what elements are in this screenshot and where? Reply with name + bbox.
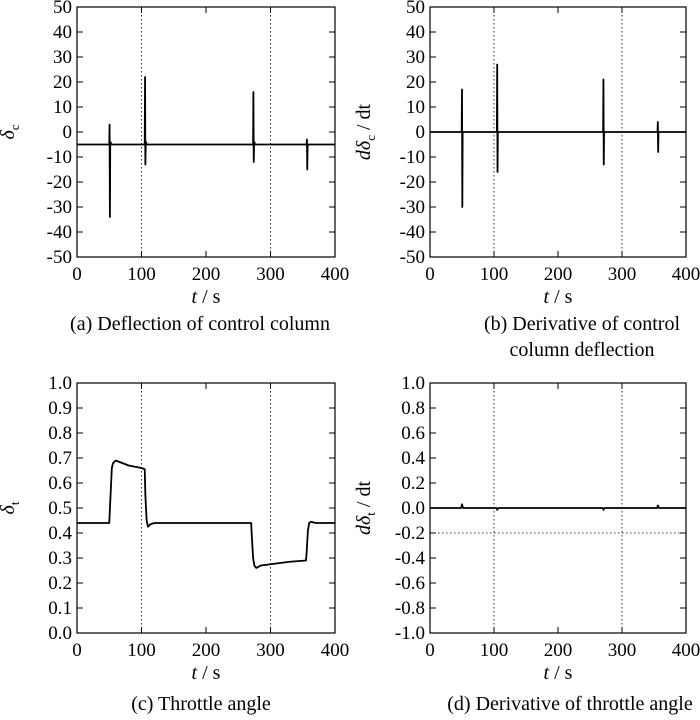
x-tick-label-400: 400 <box>321 264 350 285</box>
y-tick-label-10: -10 <box>47 147 72 168</box>
y-axis-label: dδt / dt <box>353 481 378 535</box>
panel-a-deflection-of-control-column: 0 100 200 300 400 -50 -40 -30 -20 -10 0 10 20 30 40 50 t… <box>0 0 349 335</box>
caption-line-1: column deflection <box>510 339 655 361</box>
y-tick-label-10: 10 <box>53 97 72 118</box>
series-line-0 <box>430 63 686 208</box>
y-tick-label-30: 30 <box>53 47 72 68</box>
y-tick-label-0-6: 0.6 <box>48 473 72 494</box>
x-tick-label-0: 0 <box>72 640 82 661</box>
y-tick-label-0-4: -0.4 <box>395 548 426 569</box>
y-tick-label-20: 20 <box>406 72 425 93</box>
y-tick-label-0-2: 0.2 <box>48 573 72 594</box>
y-tick-label-40: -40 <box>400 222 425 243</box>
x-tick-label-200: 200 <box>192 264 221 285</box>
y-axis-label: dδc / dt <box>353 103 378 160</box>
y-tick-label-30: -30 <box>47 197 72 218</box>
x-tick-label-300: 300 <box>608 640 637 661</box>
y-axis-label: δt <box>0 501 22 514</box>
y-tick-label-40: 40 <box>406 22 425 43</box>
y-tick-label-50: 50 <box>406 0 425 18</box>
y-tick-label-40: -40 <box>47 222 72 243</box>
y-tick-label-0-5: 0.5 <box>48 498 72 519</box>
panel-c-throttle-angle: 0 100 200 300 400 0.0 0.1 0.2 0.3 0.4 0.5 0.6 0.7 0.8… <box>0 373 349 715</box>
y-tick-label-0-2: 0.2 <box>401 473 425 494</box>
y-tick-label-0-2: -0.2 <box>395 523 425 544</box>
series-line-0 <box>77 459 335 569</box>
y-tick-label-1: 1.0 <box>401 373 425 394</box>
y-tick-label-50: -50 <box>400 247 425 268</box>
y-tick-label-30: -30 <box>400 197 425 218</box>
x-axis-label: t / s <box>192 662 221 684</box>
x-tick-label-300: 300 <box>608 264 637 285</box>
y-tick-label-40: 40 <box>53 22 72 43</box>
caption-line-0: (c) Throttle angle <box>131 693 271 715</box>
y-tick-label-1: -1.0 <box>395 623 425 644</box>
x-tick-label-0: 0 <box>425 264 435 285</box>
plot-frame <box>76 6 336 258</box>
x-tick-label-200: 200 <box>192 640 221 661</box>
y-tick-label-0-8: 0.8 <box>48 423 72 444</box>
series-line-0 <box>77 76 335 218</box>
y-tick-label-1: 1.0 <box>48 373 72 394</box>
x-axis-label: t / s <box>544 662 573 684</box>
y-tick-label-0-6: 0.6 <box>401 423 425 444</box>
y-tick-label-30: 30 <box>406 47 425 68</box>
plot-frame <box>76 382 336 634</box>
x-axis-label: t / s <box>544 286 573 308</box>
caption-line-0: (b) Derivative of control <box>484 313 680 335</box>
y-tick-label-20: -20 <box>400 172 425 193</box>
y-axis-label: δc <box>0 124 22 139</box>
panel-b-derivative-of-control-column-deflection: 0 100 200 300 400 -50 -40 -30 -20 -10 0 10 20 30 40 50 t… <box>353 0 700 361</box>
x-axis-label: t / s <box>192 286 221 308</box>
y-tick-label-10: -10 <box>400 147 425 168</box>
y-tick-label-50: -50 <box>47 247 72 268</box>
x-tick-label-300: 300 <box>256 264 285 285</box>
y-tick-label-0-7: 0.7 <box>48 448 72 469</box>
y-tick-label-0-4: 0.4 <box>401 448 425 469</box>
x-tick-label-300: 300 <box>256 640 285 661</box>
y-tick-label-0-4: 0.4 <box>48 523 72 544</box>
x-tick-label-400: 400 <box>672 640 700 661</box>
y-tick-label-0-8: -0.8 <box>395 598 425 619</box>
x-tick-label-100: 100 <box>127 264 156 285</box>
y-tick-label-0-6: -0.6 <box>395 573 425 594</box>
panel-d-derivative-of-throttle-angle: 0 100 200 300 400 -1.0 -0.8 -0.6 -0.4 -0.2 0.0 0.2 0… <box>353 373 700 715</box>
x-tick-label-0: 0 <box>425 640 435 661</box>
caption-line-0: (a) Deflection of control column <box>70 313 330 335</box>
x-tick-label-400: 400 <box>672 264 700 285</box>
x-tick-label-100: 100 <box>127 640 156 661</box>
y-tick-label-10: 10 <box>406 97 425 118</box>
y-tick-label-20: 20 <box>53 72 72 93</box>
y-tick-label-0-8: 0.8 <box>401 398 425 419</box>
x-tick-label-200: 200 <box>544 264 573 285</box>
y-tick-label-0-9: 0.9 <box>48 398 72 419</box>
x-tick-label-200: 200 <box>544 640 573 661</box>
y-tick-label-50: 50 <box>53 0 72 18</box>
y-tick-label-0-3: 0.3 <box>48 548 72 569</box>
x-tick-label-0: 0 <box>72 264 82 285</box>
caption-line-0: (d) Derivative of throttle angle <box>447 693 693 715</box>
y-tick-label-0-1: 0.1 <box>48 598 72 619</box>
y-tick-label-0: 0.0 <box>401 498 425 519</box>
series-line-0 <box>430 503 686 511</box>
y-tick-label-0: 0.0 <box>48 623 72 644</box>
x-tick-label-100: 100 <box>480 640 509 661</box>
x-tick-label-100: 100 <box>480 264 509 285</box>
y-tick-label-20: -20 <box>47 172 72 193</box>
y-tick-label-0: 0 <box>416 122 426 143</box>
y-tick-label-0: 0 <box>63 122 73 143</box>
x-tick-label-400: 400 <box>321 640 350 661</box>
